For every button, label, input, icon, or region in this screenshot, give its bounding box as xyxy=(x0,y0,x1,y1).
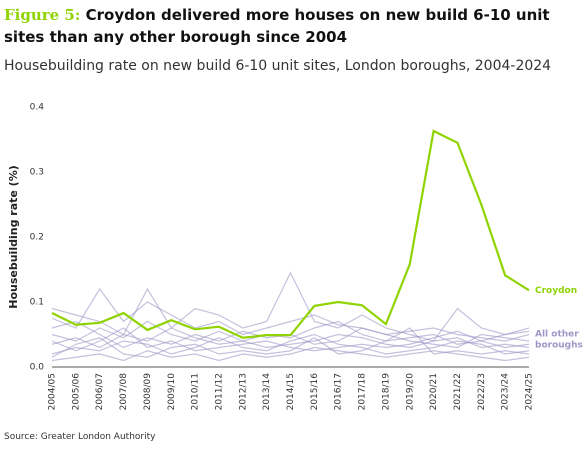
x-tick-label: 2020/21 xyxy=(429,373,439,410)
other-borough-line xyxy=(51,346,530,362)
y-tick-label: 0.4 xyxy=(30,103,45,113)
x-tick-label: 2011/12 xyxy=(214,373,224,410)
x-tick-label: 2017/18 xyxy=(358,373,368,411)
x-tick-label: 2012/13 xyxy=(238,373,248,410)
other-borough-line xyxy=(51,320,530,349)
y-tick-label: 0.0 xyxy=(30,363,45,373)
x-tick-label: 2007/08 xyxy=(119,373,129,411)
series-label: Croydon xyxy=(535,286,577,296)
other-borough-line xyxy=(51,327,530,352)
x-tick-label: 2023/24 xyxy=(501,373,511,411)
source: Source: Greater London Authority xyxy=(4,432,156,442)
title-text: Croydon delivered more houses on new bui… xyxy=(4,6,550,46)
x-tick-label: 2016/17 xyxy=(334,373,344,410)
x-tick-label: 2014/15 xyxy=(286,373,296,410)
x-tick-label: 2015/16 xyxy=(310,373,320,411)
x-tick-label: 2021/22 xyxy=(453,373,463,410)
other-borough-line xyxy=(51,287,530,342)
x-tick-label: 2024/25 xyxy=(525,373,535,410)
x-tick-label: 2004/05 xyxy=(48,373,58,410)
x-tick-label: 2009/10 xyxy=(167,373,177,411)
x-tick-label: 2018/19 xyxy=(381,373,391,411)
x-tick-label: 2019/20 xyxy=(405,373,415,411)
y-axis-label: Housebuilding rate (%) xyxy=(7,165,20,309)
x-tick-label: 2005/06 xyxy=(71,373,81,411)
x-tick-label: 2006/07 xyxy=(95,373,105,410)
y-tick-label: 0.1 xyxy=(30,298,44,308)
others-label: All other boroughs xyxy=(535,329,583,350)
other-borough-line xyxy=(51,333,530,355)
other-borough-line xyxy=(51,327,530,349)
title-prefix: Figure 5: xyxy=(4,6,81,24)
other-borough-line xyxy=(51,327,530,358)
y-tick-label: 0.3 xyxy=(30,168,44,178)
chart-title: Figure 5: Croydon delivered more houses … xyxy=(4,4,574,48)
series-line xyxy=(51,129,530,339)
y-tick-label: 0.2 xyxy=(30,233,44,243)
x-tick-label: 2010/11 xyxy=(191,373,201,410)
subtitle: Housebuilding rate on new build 6-10 uni… xyxy=(4,58,552,74)
x-tick-label: 2022/23 xyxy=(477,373,487,410)
x-tick-label: 2013/14 xyxy=(262,373,272,411)
x-tick-label: 2008/09 xyxy=(143,373,153,411)
